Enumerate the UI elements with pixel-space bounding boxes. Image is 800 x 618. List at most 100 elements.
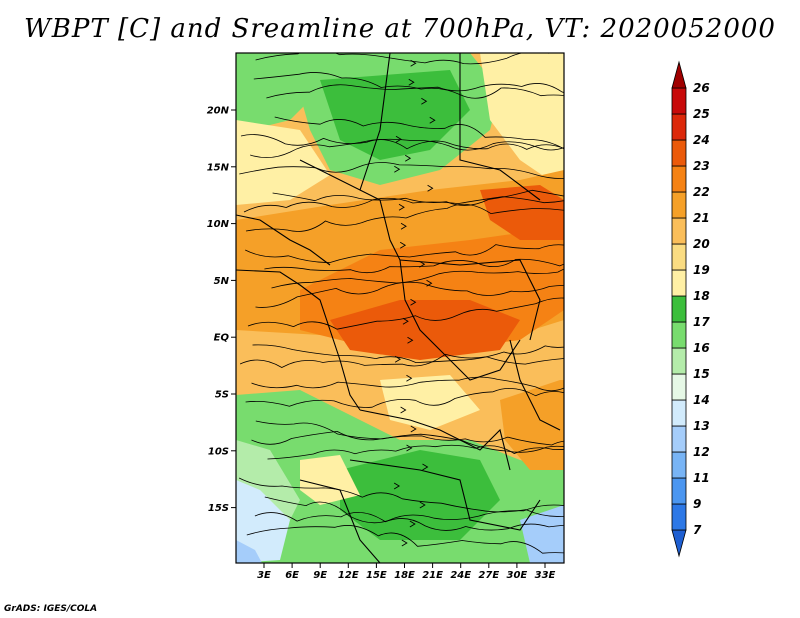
- colorbar-label: 19: [693, 263, 710, 277]
- lat-tick-label: 10S: [208, 446, 229, 457]
- colorbar: 7 9 11 12 13 14 15 16 17 18 19 20 21 22 23 24 25 26: [671, 60, 710, 558]
- colorbar-label: 11: [693, 471, 710, 485]
- streamline: [250, 138, 564, 158]
- lon-tick-label: 30E: [507, 570, 528, 581]
- field-patch: [330, 300, 520, 360]
- field-patch: [520, 505, 564, 563]
- country-border: [399, 259, 541, 341]
- lon-tick-label: 3E: [257, 570, 271, 581]
- lon-tick-label: 21E: [422, 570, 443, 581]
- streamline: [251, 430, 564, 446]
- streamlines: [238, 53, 564, 554]
- streamline: [255, 53, 551, 65]
- streamline: [264, 496, 564, 524]
- colorbar-swatch: [671, 191, 687, 219]
- colorbar-label: 13: [693, 419, 710, 433]
- streamline: [255, 420, 564, 453]
- streamline-arrow: [401, 539, 408, 547]
- streamline-arrow: [394, 355, 402, 363]
- streamline-arrow: [427, 184, 434, 192]
- lat-tick-label: 10N: [207, 219, 230, 230]
- streamline: [253, 72, 564, 99]
- field-patch: [236, 120, 330, 205]
- longitude-axis: 3E 6E 9E 12E 15E 18E 21E 24E 27E 30E 33E: [257, 563, 556, 581]
- colorbar-swatch: [671, 451, 687, 479]
- streamline: [245, 388, 564, 408]
- country-border: [509, 339, 561, 431]
- streamline-arrow: [407, 336, 414, 344]
- streamline-arrow: [406, 374, 413, 382]
- lat-tick-label: 15S: [208, 503, 229, 514]
- colorbar-swatch: [671, 425, 687, 453]
- colorbar-swatch: [671, 373, 687, 401]
- field-patch: [236, 540, 262, 563]
- streamline-arrow: [400, 406, 407, 414]
- streamline: [239, 353, 564, 368]
- colorbar-label: 12: [693, 445, 710, 459]
- streamline-arrow: [429, 116, 436, 124]
- streamline: [267, 444, 564, 460]
- field-patch: [500, 380, 564, 470]
- colorbar-swatch: [671, 399, 687, 427]
- field-patch: [480, 53, 564, 190]
- streamline-arrow: [408, 78, 415, 86]
- lon-tick-label: 12E: [338, 570, 359, 581]
- streamline: [251, 376, 564, 392]
- streamline: [240, 134, 564, 150]
- wbpt-shaded-field: [236, 53, 564, 563]
- map-title: WBPT [C] and Sreamline at 700hPa, VT: 20…: [24, 14, 776, 44]
- field-patch: [236, 480, 290, 563]
- country-border: [299, 53, 391, 191]
- colorbar-swatch: [671, 269, 687, 297]
- country-border: [236, 269, 361, 411]
- country-border: [236, 214, 331, 266]
- colorbar-swatch: [671, 321, 687, 349]
- lon-tick-label: 33E: [535, 570, 556, 581]
- field-patch: [320, 70, 470, 160]
- streamline-arrow: [394, 165, 401, 173]
- lon-tick-label: 18E: [394, 570, 415, 581]
- streamline: [266, 83, 564, 99]
- streamline: [271, 268, 564, 289]
- colorbar-label: 16: [693, 341, 710, 355]
- streamline: [243, 196, 564, 213]
- colorbar-swatch: [671, 113, 687, 141]
- field-patch: [480, 185, 564, 240]
- colorbar-swatch: [671, 87, 687, 115]
- lon-tick-label: 9E: [313, 570, 327, 581]
- streamline: [252, 344, 564, 364]
- colorbar-swatch: [671, 243, 687, 271]
- lon-tick-label: 15E: [366, 570, 387, 581]
- colorbar-label: 9: [693, 497, 701, 511]
- streamline: [245, 244, 564, 264]
- streamline-arrow: [410, 298, 417, 306]
- field-patch: [340, 450, 500, 540]
- colorbar-label: 23: [693, 159, 710, 173]
- streamline-arrow: [410, 425, 417, 433]
- country-borders: [236, 53, 561, 563]
- streamline-arrow: [400, 222, 407, 230]
- colorbar-swatch: [671, 529, 687, 558]
- streamline-arrow: [398, 203, 405, 211]
- streamline-arrow: [406, 444, 413, 452]
- streamline-arrow: [399, 241, 407, 249]
- streamline-arrow: [393, 482, 401, 490]
- colorbar-label: 20: [693, 237, 710, 251]
- colorbar-swatch: [671, 165, 687, 193]
- streamline-arrow: [422, 463, 429, 471]
- colorbar-label: 7: [693, 523, 702, 537]
- colorbar-label: 15: [693, 367, 710, 381]
- latitude-axis: 20N 15N 10N 5N EQ 5S 10S 15S: [207, 106, 236, 514]
- field-patch: [236, 330, 330, 400]
- lat-tick-label: 5S: [215, 390, 229, 401]
- colorbar-swatch: [671, 217, 687, 245]
- streamline: [274, 116, 564, 150]
- streamline: [247, 297, 564, 330]
- colorbar-label: 18: [693, 289, 710, 303]
- streamline: [264, 258, 564, 274]
- colorbar-swatch: [671, 295, 687, 323]
- colorbar-label: 22: [693, 185, 710, 199]
- colorbar-label: 25: [693, 107, 710, 121]
- streamline-arrow: [402, 317, 409, 325]
